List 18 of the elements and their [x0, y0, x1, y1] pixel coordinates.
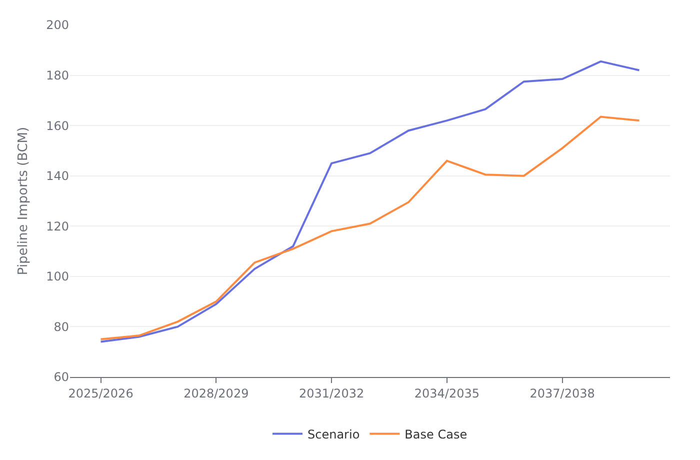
x-tick-label: 2028/2029	[184, 386, 249, 400]
line-series	[100, 116, 640, 340]
y-tick-label: 140	[46, 169, 69, 184]
y-tick-label: 80	[54, 320, 69, 334]
y-tick-label: 180	[46, 68, 69, 82]
y-tick-label: 200	[46, 18, 69, 32]
y-tick-label: 60	[54, 370, 69, 384]
y-tick-label: 100	[46, 270, 69, 284]
x-tick-label: 2031/2032	[298, 386, 364, 400]
x-tick-label: 2037/2038	[530, 386, 595, 400]
x-tick-label: 2034/2035	[414, 386, 480, 400]
legend-label: Scenario	[308, 427, 360, 442]
y-tick-label: 160	[46, 118, 69, 133]
y-axis-title: Pipeline Imports (BCM)	[16, 126, 32, 276]
x-tick-label: 2025/2026	[68, 386, 134, 400]
legend-label: Base Case	[404, 427, 468, 442]
y-tick-label: 120	[46, 219, 69, 234]
line-series	[100, 60, 640, 343]
